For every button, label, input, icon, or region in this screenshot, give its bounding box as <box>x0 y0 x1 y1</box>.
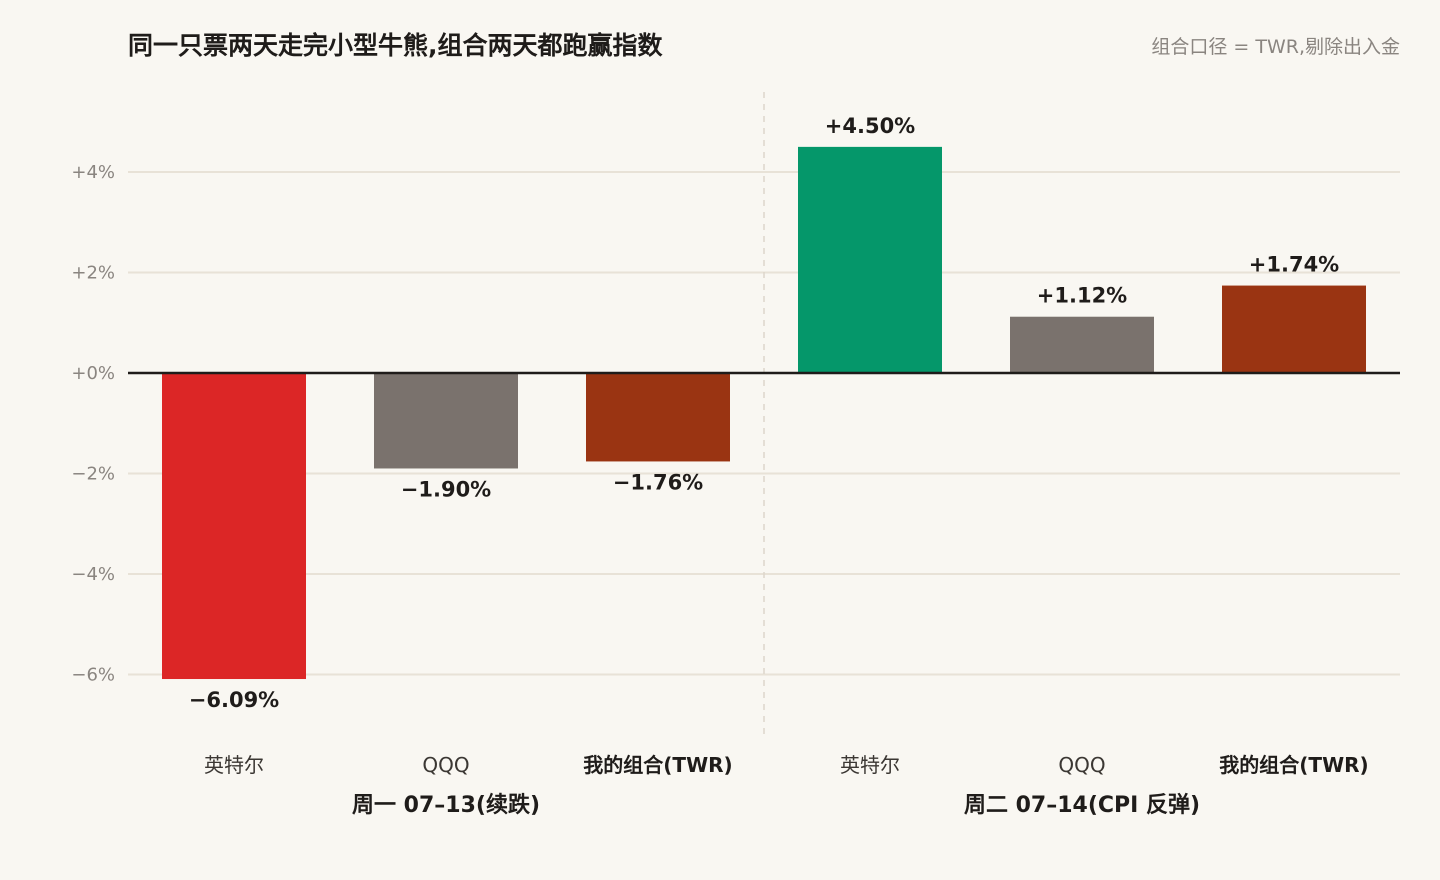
bar-g1-2 <box>1222 285 1366 373</box>
bar-g1-1 <box>1010 316 1154 373</box>
y-tick-label-0: +4% <box>71 162 115 183</box>
category-label-g0-0: 英特尔 <box>204 753 264 777</box>
y-tick-label-2: +0% <box>71 363 115 384</box>
y-tick-label-3: −2% <box>71 464 115 485</box>
methodology-note: 组合口径 = TWR,剔除出入金 <box>1151 36 1400 58</box>
category-label-g0-1: QQQ <box>422 753 469 777</box>
category-label-g1-0: 英特尔 <box>840 753 900 777</box>
bar-g0-1 <box>374 373 518 469</box>
value-label-g1-2: +1.74% <box>1249 253 1339 277</box>
bar-g0-2 <box>586 373 730 462</box>
y-tick-label-4: −4% <box>71 564 115 585</box>
bar-g0-0 <box>162 373 306 680</box>
group-label-0: 周一 07–13(续跌) <box>352 792 540 818</box>
bar-g1-0 <box>798 146 942 373</box>
category-label-g1-1: QQQ <box>1058 753 1105 777</box>
value-label-g1-1: +1.12% <box>1037 284 1127 308</box>
value-label-g0-1: −1.90% <box>401 477 491 501</box>
value-label-g0-0: −6.09% <box>189 688 279 712</box>
value-label-g1-0: +4.50% <box>825 114 915 138</box>
category-label-g0-2: 我的组合(TWR) <box>583 753 732 777</box>
y-tick-label-1: +2% <box>71 263 115 284</box>
chart-title: 同一只票两天走完小型牛熊,组合两天都跑赢指数 <box>128 31 663 60</box>
group-label-1: 周二 07–14(CPI 反弹) <box>964 793 1200 818</box>
y-tick-label-5: −6% <box>71 665 115 686</box>
category-label-g1-2: 我的组合(TWR) <box>1219 753 1368 777</box>
value-label-g0-2: −1.76% <box>613 470 703 494</box>
